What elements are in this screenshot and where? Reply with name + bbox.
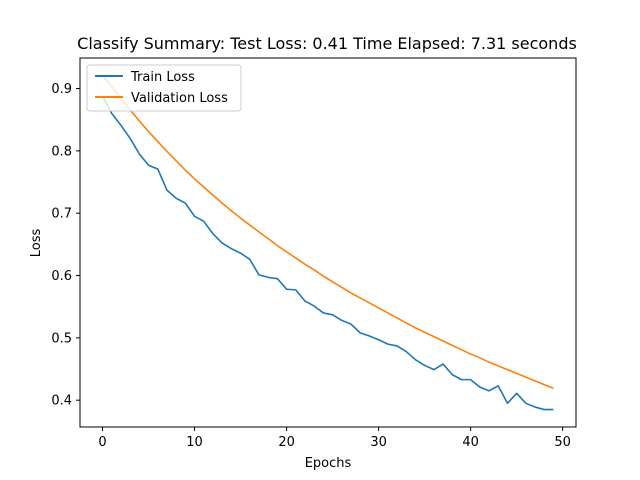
y-axis-label: Loss <box>29 229 44 258</box>
legend-label-train: Train Loss <box>130 70 195 85</box>
series-layer <box>101 74 554 411</box>
legend-item-validation: Validation Loss <box>95 91 228 106</box>
y-tick-label: 0.7 <box>51 207 72 222</box>
x-tick-label: 40 <box>462 435 479 450</box>
x-axis-label: Epochs <box>305 456 352 471</box>
y-tick-label: 0.8 <box>51 144 72 159</box>
x-tick-label: 0 <box>98 435 106 450</box>
legend: Train Loss Validation Loss <box>86 64 242 112</box>
series-line-validation-loss <box>101 74 554 390</box>
y-tick-label: 0.5 <box>51 331 72 346</box>
y-axis-ticks: 0.4 0.5 0.6 0.7 0.8 0.9 <box>51 82 80 409</box>
y-tick-label: 0.4 <box>51 394 72 409</box>
chart-title: Classify Summary: Test Loss: 0.41 Time E… <box>77 34 577 53</box>
y-tick-label: 0.9 <box>51 82 72 97</box>
plot-area <box>79 57 577 428</box>
legend-label-validation: Validation Loss <box>131 91 228 106</box>
axes-frame <box>79 57 577 428</box>
series-line-train-loss <box>101 95 554 411</box>
x-axis-ticks: 0 10 20 30 40 50 <box>98 427 571 450</box>
x-tick-label: 30 <box>370 435 387 450</box>
legend-box <box>86 64 242 112</box>
y-tick-label: 0.6 <box>51 269 72 284</box>
x-tick-label: 10 <box>186 435 203 450</box>
x-tick-label: 50 <box>554 435 571 450</box>
x-tick-label: 20 <box>278 435 295 450</box>
legend-item-train: Train Loss <box>95 70 195 85</box>
